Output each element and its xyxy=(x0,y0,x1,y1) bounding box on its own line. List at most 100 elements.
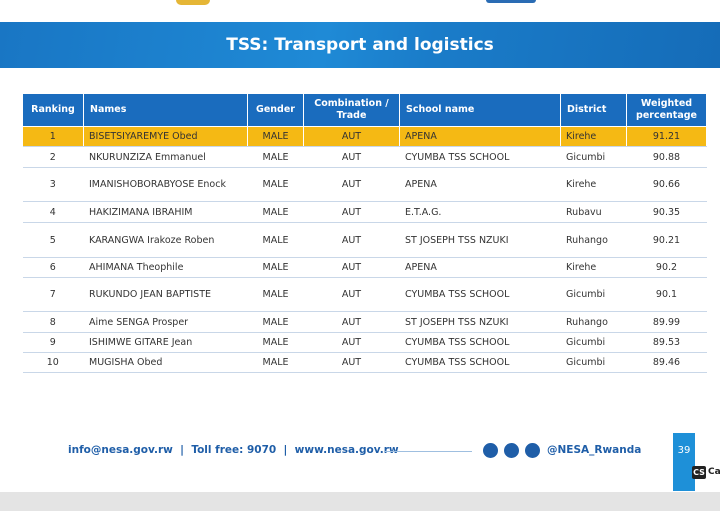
table-cell: 90.88 xyxy=(626,146,707,168)
table-cell: 10 xyxy=(22,352,84,373)
table-cell: 89.46 xyxy=(626,352,707,373)
table-cell: 90.21 xyxy=(626,222,707,258)
table-cell: AUT xyxy=(303,277,400,312)
table-cell: AUT xyxy=(303,167,400,202)
page-number-box xyxy=(673,433,695,491)
table-cell: AHIMANA Theophile xyxy=(83,257,248,278)
table-cell: CYUMBA TSS SCHOOL xyxy=(399,277,561,312)
table-cell: Gicumbi xyxy=(560,352,627,373)
table-cell: AUT xyxy=(303,311,400,333)
table-row: 9 ISHIMWE GITARE Jean MALE AUT CYUMBA TSS SC… xyxy=(22,332,707,353)
table-cell: 90.1 xyxy=(626,277,707,312)
table-cell: AUT xyxy=(303,352,400,373)
table-cell: Gicumbi xyxy=(560,277,627,312)
table-cell: 6 xyxy=(22,257,84,278)
table-cell: Gicumbi xyxy=(560,146,627,168)
table-cell: E.T.A.G. xyxy=(399,201,561,223)
table-cell: 91.21 xyxy=(626,126,707,147)
table-cell: 1 xyxy=(22,126,84,147)
header-row: Ranking Names Gender Combination / Trade Sch… xyxy=(22,93,707,127)
table-cell: 5 xyxy=(22,222,84,258)
divider xyxy=(384,451,472,452)
table-cell: APENA xyxy=(399,167,561,202)
table-cell: HAKIZIMANA IBRAHIM xyxy=(83,201,248,223)
table-cell: MUGISHA Obed xyxy=(83,352,248,373)
table-cell: 4 xyxy=(22,201,84,223)
table-cell: Ruhango xyxy=(560,311,627,333)
table-row: 6 AHIMANA Theophile MALE AUT APENA Kirehe 90.2 xyxy=(22,257,707,278)
column-header: Combination / Trade xyxy=(303,93,400,127)
table-cell: MALE xyxy=(247,167,304,202)
column-header: Ranking xyxy=(22,93,84,127)
title-banner: TSS: Transport and logistics xyxy=(0,22,720,68)
table-cell: AUT xyxy=(303,146,400,168)
table-cell: MALE xyxy=(247,332,304,353)
table-cell: Kirehe xyxy=(560,167,627,202)
table-cell: AUT xyxy=(303,126,400,147)
table-row: 8 Aime SENGA Prosper MALE AUT ST JOSEPH TSS … xyxy=(22,311,707,333)
table-cell: 89.53 xyxy=(626,332,707,353)
table-cell: 89.99 xyxy=(626,311,707,333)
table-cell: BISETSIYAREMYE Obed xyxy=(83,126,248,147)
column-header: District xyxy=(560,93,627,127)
table-cell: 90.2 xyxy=(626,257,707,278)
table-cell: 90.66 xyxy=(626,167,707,202)
table-cell: 90.35 xyxy=(626,201,707,223)
table-cell: 8 xyxy=(22,311,84,333)
table-cell: Kirehe xyxy=(560,257,627,278)
table-cell: 9 xyxy=(22,332,84,353)
table-row: 4 HAKIZIMANA IBRAHIM MALE AUT E.T.A.G. Rubavu… xyxy=(22,201,707,223)
table-cell: AUT xyxy=(303,222,400,258)
table-cell: Rubavu xyxy=(560,201,627,223)
table-cell: MALE xyxy=(247,352,304,373)
table-cell: Aime SENGA Prosper xyxy=(83,311,248,333)
table-row: 1 BISETSIYAREMYE Obed MALE AUT APENA Kirehe 91… xyxy=(22,126,707,147)
column-header: Gender xyxy=(247,93,304,127)
table-row: 2 NKURUNZIZA Emmanuel MALE AUT CYUMBA TSS SC… xyxy=(22,146,707,168)
column-header: Weighted percentage xyxy=(626,93,707,127)
logo-fragment xyxy=(176,0,210,5)
social-handle: @NESA_Rwanda xyxy=(547,444,642,456)
table-cell: MALE xyxy=(247,257,304,278)
table-cell: MALE xyxy=(247,311,304,333)
table-cell: CYUMBA TSS SCHOOL xyxy=(399,352,561,373)
watermark-text: Ca xyxy=(708,467,720,477)
bottom-strip xyxy=(0,492,720,511)
instagram-icon[interactable] xyxy=(504,443,519,458)
facebook-icon[interactable] xyxy=(525,443,540,458)
table-cell: MALE xyxy=(247,146,304,168)
table-cell: MALE xyxy=(247,222,304,258)
page-title: TSS: Transport and logistics xyxy=(226,35,494,55)
page-number: 39 xyxy=(677,445,691,456)
table-cell: ST JOSEPH TSS NZUKI xyxy=(399,222,561,258)
table-cell: APENA xyxy=(399,257,561,278)
table-cell: CYUMBA TSS SCHOOL xyxy=(399,332,561,353)
table-row: 3 IMANISHOBORABYOSE Enock MALE AUT APENA Kire… xyxy=(22,167,707,202)
column-header: School name xyxy=(399,93,561,127)
x-icon[interactable] xyxy=(483,443,498,458)
watermark-badge: CS xyxy=(692,466,706,479)
table-cell: AUT xyxy=(303,332,400,353)
table-cell: Kirehe xyxy=(560,126,627,147)
table-cell: MALE xyxy=(247,277,304,312)
table-cell: RUKUNDO JEAN BAPTISTE xyxy=(83,277,248,312)
table-cell: NKURUNZIZA Emmanuel xyxy=(83,146,248,168)
table-cell: Gicumbi xyxy=(560,332,627,353)
table-cell: KARANGWA Irakoze Roben xyxy=(83,222,248,258)
column-header: Names xyxy=(83,93,248,127)
table-row: 7 RUKUNDO JEAN BAPTISTE MALE AUT CYUMBA TSS … xyxy=(22,277,707,312)
ranking-table: Ranking Names Gender Combination / Trade Sch… xyxy=(22,93,707,373)
table-cell: 7 xyxy=(22,277,84,312)
table-cell: 2 xyxy=(22,146,84,168)
table-cell: MALE xyxy=(247,126,304,147)
table-cell: APENA xyxy=(399,126,561,147)
table-cell: AUT xyxy=(303,257,400,278)
table-cell: AUT xyxy=(303,201,400,223)
table-cell: ST JOSEPH TSS NZUKI xyxy=(399,311,561,333)
table-cell: Ruhango xyxy=(560,222,627,258)
table-cell: CYUMBA TSS SCHOOL xyxy=(399,146,561,168)
table-cell: MALE xyxy=(247,201,304,223)
table-row: 5 KARANGWA Irakoze Roben MALE AUT ST JOSEPH … xyxy=(22,222,707,258)
logo-fragment xyxy=(486,0,536,3)
